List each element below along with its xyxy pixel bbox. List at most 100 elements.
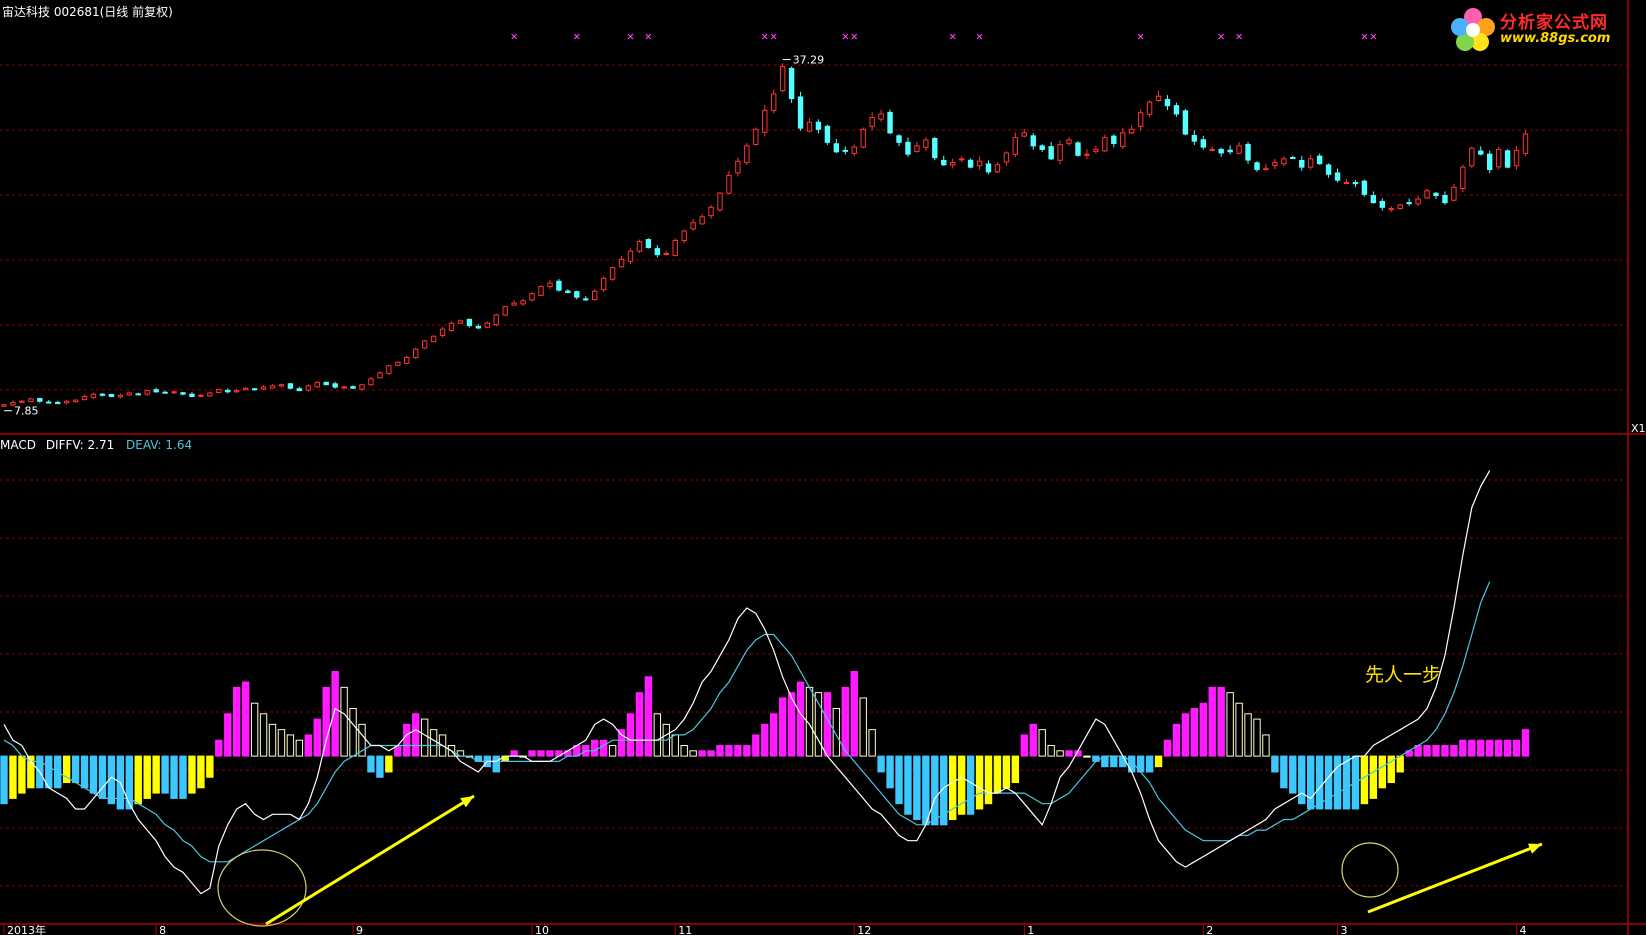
macd-bar [9,755,17,799]
x-marker [627,33,634,40]
macd-bar [949,755,957,821]
dea-value: 1.64 [165,438,193,452]
macd-bar [134,755,142,805]
candle-body [1281,158,1287,165]
macd-bar [322,686,330,757]
macd-bar [1083,755,1091,758]
x-marker [842,33,849,40]
macd-bar [707,750,715,757]
trend-arrow [265,794,475,926]
candle-body [547,282,553,288]
macd-bar [1172,723,1181,757]
candle-body [1254,162,1260,171]
candle-body [323,381,329,386]
candle-body [439,328,446,337]
candle-body [717,192,723,211]
macd-bar [1244,713,1252,757]
site-logo: 分析家公式网 www.88gs.com [1448,6,1638,52]
candle-body [90,393,97,398]
x-tick-label: 4 [1520,924,1527,935]
candle-body [618,258,625,268]
candle-body [305,385,312,391]
macd-bar [1333,755,1342,810]
candle-body [1263,167,1269,171]
x-marker [1361,33,1368,40]
candle-body [350,386,356,389]
candle-body [126,392,132,396]
candle-body [609,267,616,280]
macd-bar [268,723,277,757]
macd-bar [528,750,536,757]
macd-bar [1280,755,1288,789]
candle-body [600,277,607,291]
macd-bar [546,750,554,757]
candle-body [923,139,929,148]
macd-bar [823,692,832,757]
candle-body [493,314,499,326]
macd-bar [1342,755,1351,810]
candle-body [1155,95,1162,102]
macd-bar [1110,755,1118,768]
x-tick-label: 10 [535,924,549,935]
candle-body [1334,172,1341,181]
macd-bar [492,755,500,773]
candle-body [1093,148,1099,152]
candle-body [1361,180,1368,195]
macd-bar [89,755,98,794]
candle-body [511,302,517,306]
macd-bar [1181,713,1190,757]
macd-bar [1002,755,1011,789]
macd-bar [716,745,724,757]
highlight-circle [217,849,307,927]
candle-body [1200,139,1206,148]
x-marker [949,33,956,40]
candle-body [269,385,276,389]
candle-body [1066,139,1072,144]
candle-body [958,158,965,161]
x-axis: 2013年 8 9 10 11 12 1 2 3 4 [3,923,1527,935]
macd-bar [224,713,232,757]
x-marker [1218,33,1225,40]
candle-body [296,388,303,392]
macd-bar [1199,702,1207,757]
candle-body [1290,157,1296,160]
macd-bar [752,734,760,757]
macd-histogram [0,670,1530,826]
candle-body [135,393,141,396]
candle-body [341,386,347,389]
candle-body [681,230,687,241]
candle-body [1415,198,1421,205]
candle-body [627,250,634,262]
macd-bar [233,686,241,757]
candle-body [1433,192,1439,197]
candle-body [1469,147,1475,167]
logo-url: www.88gs.com [1500,31,1611,46]
macd-bar [304,734,313,757]
macd-bar [922,755,930,826]
macd-bar [1190,708,1199,757]
macd-bar [295,739,304,757]
candle-body [1084,153,1090,156]
candle-body [1146,101,1153,115]
x-tick-label: 11 [678,924,692,935]
candle-body [260,386,267,390]
macd-bar [1315,755,1324,810]
candle-body [842,149,848,152]
candle-body [779,66,786,92]
macd-bar [179,755,187,799]
candle-body [797,96,804,129]
macd-bar [877,755,885,773]
macd-bar [349,708,357,757]
candle-body [1406,202,1412,205]
candle-body [1325,164,1332,175]
candle-body [448,322,455,332]
candle-body [905,141,911,155]
candle-body [1003,152,1010,163]
annotation-text: 先人一步 [1365,664,1442,686]
macd-bar [698,750,706,757]
candle-body [1352,182,1359,185]
macd-bar [975,755,984,810]
candle-body [46,401,52,404]
macd-bar [27,755,35,789]
x-marker [511,33,518,40]
